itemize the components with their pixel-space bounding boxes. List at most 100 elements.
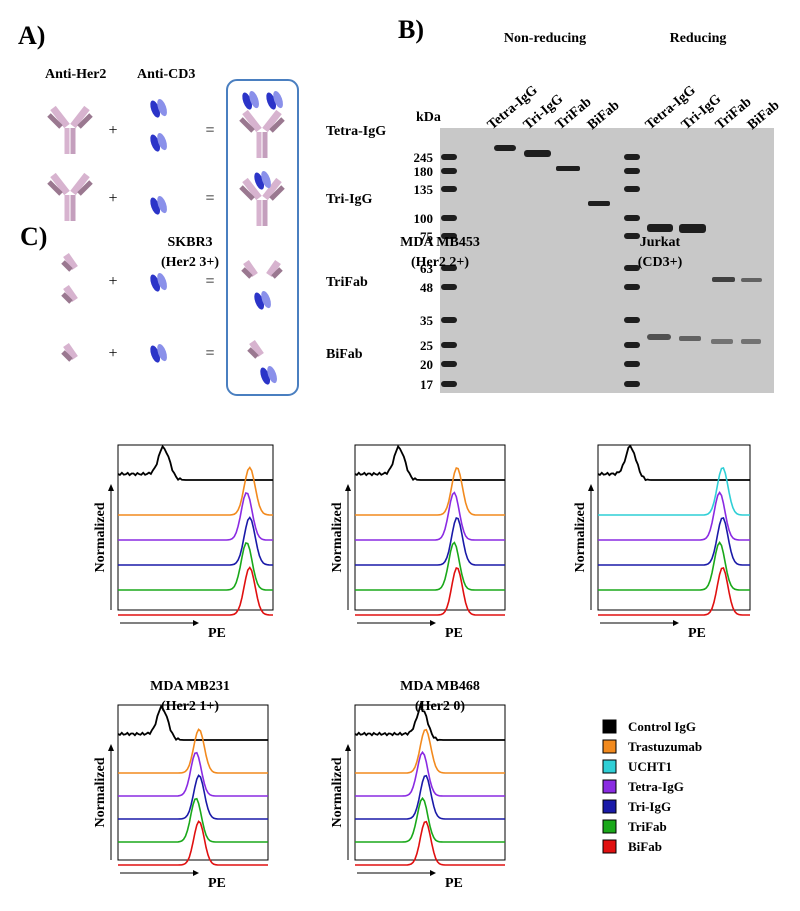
- plot-title: MDA MB231: [150, 679, 230, 694]
- histogram: [597, 444, 750, 482]
- histogram: [355, 466, 505, 516]
- x-label: PE: [688, 626, 706, 641]
- y-label: Normalized: [93, 757, 108, 827]
- legend-swatch: [602, 779, 617, 794]
- histogram: [598, 567, 750, 616]
- bands: [494, 145, 762, 344]
- panel-a: A) Anti-Her2 Anti-CD3 + = Tetra-IgG + = Tri-I…: [18, 21, 386, 396]
- plot-title: SKBR3: [167, 235, 212, 250]
- gel: [440, 128, 774, 393]
- operator: +: [108, 122, 117, 139]
- arrow-head: [193, 870, 199, 876]
- arrow-head: [588, 484, 594, 491]
- arrow-head: [345, 744, 351, 751]
- marker-label: 135: [414, 182, 434, 197]
- y-label: Normalized: [573, 502, 588, 572]
- panel-label: B): [398, 15, 424, 44]
- histogram: [118, 466, 273, 516]
- marker-label: 25: [420, 338, 434, 353]
- histogram: [118, 797, 268, 843]
- ladder-band: [624, 215, 640, 221]
- histogram: [355, 566, 505, 616]
- legend-label: Tri-IgG: [628, 799, 671, 814]
- arrow-head: [430, 870, 436, 876]
- plot-frame: [354, 704, 506, 861]
- ladder-band: [441, 233, 457, 239]
- x-label: PE: [208, 626, 226, 641]
- legend-label: BiFab: [628, 839, 662, 854]
- histogram: [118, 774, 268, 820]
- marker-label: 245: [414, 150, 434, 165]
- marker-label: 100: [414, 211, 434, 226]
- histogram: [118, 516, 273, 566]
- legend-swatch: [602, 819, 617, 834]
- row-label: Tetra-IgG: [326, 124, 386, 139]
- arrow-head: [193, 620, 199, 626]
- x-label: PE: [445, 626, 463, 641]
- histogram: [598, 541, 750, 591]
- row-label: Tri-IgG: [326, 192, 373, 207]
- ladder-band: [624, 342, 640, 348]
- unit-label: kDa: [416, 110, 441, 125]
- ladder-band: [441, 154, 457, 160]
- ladder-band: [624, 154, 640, 160]
- marker-label: 180: [414, 164, 434, 179]
- ladder-band: [624, 284, 640, 290]
- panel-label: C): [20, 222, 47, 251]
- arrow-head: [345, 484, 351, 491]
- x-label: PE: [445, 876, 463, 891]
- ladder-band: [624, 168, 640, 174]
- marker-label: 20: [420, 357, 433, 372]
- ladder-band: [441, 381, 457, 387]
- y-label: Normalized: [330, 757, 345, 827]
- header: Anti-Her2: [45, 67, 106, 82]
- header: Anti-CD3: [137, 67, 195, 82]
- operator: +: [108, 190, 117, 207]
- histogram: [354, 701, 505, 742]
- operator: =: [205, 273, 214, 290]
- operator: =: [205, 122, 214, 139]
- plot-frame: [117, 444, 274, 611]
- y-label: Normalized: [93, 502, 108, 572]
- legend-swatch: [602, 739, 617, 754]
- plot-subtitle: (Her2 3+): [161, 255, 219, 270]
- marker-label: 63: [420, 261, 434, 276]
- histogram: [598, 467, 750, 516]
- marker-label: 48: [420, 280, 434, 295]
- arrow-head: [108, 744, 114, 751]
- row-label: TriFab: [326, 275, 368, 290]
- legend-swatch: [602, 759, 617, 774]
- ladder-band: [441, 284, 457, 290]
- histogram: [598, 517, 750, 566]
- histogram: [598, 491, 750, 541]
- histogram: [118, 820, 268, 866]
- plot-subtitle: (Her2 1+): [161, 699, 219, 714]
- row-label: BiFab: [326, 347, 363, 362]
- legend-swatch: [602, 799, 617, 814]
- marker-label: 35: [420, 313, 434, 328]
- ladder-band: [624, 233, 640, 239]
- histogram: [118, 492, 273, 541]
- histogram: [355, 750, 505, 797]
- ladder-band: [624, 361, 640, 367]
- plot-title: MDA MB468: [400, 679, 480, 694]
- ladder-band: [441, 265, 457, 271]
- ladder-band: [441, 168, 457, 174]
- histogram: [118, 751, 268, 797]
- plot-title: Jurkat: [640, 235, 681, 250]
- plot-frame: [354, 444, 506, 611]
- result-box: [226, 79, 299, 396]
- legend-label: Tetra-IgG: [628, 779, 684, 794]
- panel-c: C) SKBR3 (Her2 3+) PE Normalized MDA MB453 (H…: [20, 222, 751, 891]
- operator: +: [108, 273, 117, 290]
- ladder-band: [624, 265, 640, 271]
- histogram: [118, 728, 268, 774]
- legend-label: TriFab: [628, 819, 667, 834]
- histogram: [354, 444, 505, 482]
- panel-label: A): [18, 21, 45, 50]
- ladder-band: [441, 361, 457, 367]
- ladder-band: [441, 342, 457, 348]
- legend-swatch: [602, 839, 617, 854]
- ladder-band: [624, 186, 640, 192]
